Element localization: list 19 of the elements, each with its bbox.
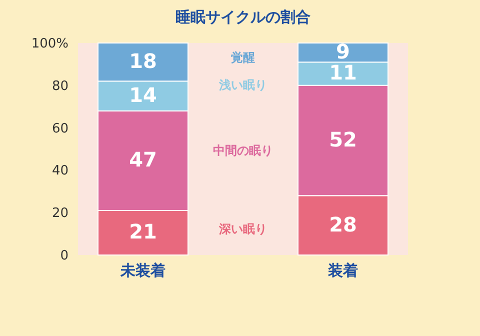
y-tick-label: 60: [52, 121, 68, 136]
y-tick-label: 0: [60, 248, 68, 264]
y-tick-label: 40: [52, 164, 68, 179]
data-label: 47: [129, 148, 157, 172]
x-tick-label: 装着: [327, 262, 358, 280]
data-label: 52: [329, 128, 357, 152]
data-label: 14: [129, 83, 157, 107]
data-label: 21: [129, 220, 157, 244]
text: 中間の眠り: [213, 144, 273, 158]
text: 深い眠り: [218, 222, 267, 236]
y-tick-label: 100%: [31, 36, 68, 52]
chart-title: 睡眠サイクルの割合: [176, 8, 310, 26]
x-tick-label: 未装着: [120, 262, 166, 280]
data-label: 18: [129, 49, 157, 74]
y-tick-label: 20: [52, 206, 68, 222]
text: 浅い眠り: [218, 78, 267, 92]
y-tick-label: 80: [52, 78, 68, 94]
text: 覚醒: [231, 50, 255, 64]
data-label: 28: [329, 212, 357, 236]
